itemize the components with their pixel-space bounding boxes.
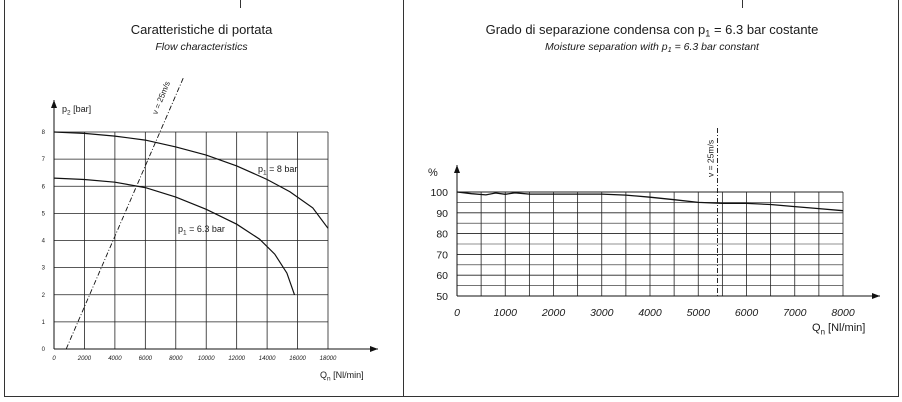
x-tick-label: 8000: [169, 356, 183, 362]
top-tick: [240, 0, 241, 8]
x-tick-label: 16000: [289, 356, 306, 362]
x-tick-label: 2000: [77, 356, 92, 362]
y-axis-label: p2 [bar]: [62, 104, 91, 117]
series-label-p1-6-3bar: p1 = 6.3 bar: [178, 224, 225, 237]
y-axis-label: %: [428, 167, 438, 179]
y-tick-label: 60: [436, 270, 448, 282]
x-tick-label: 0: [52, 356, 56, 362]
y-tick-label: 50: [436, 291, 448, 303]
y-tick-label: 5: [42, 211, 46, 217]
y-axis-arrow: [454, 165, 460, 173]
y-tick-label: 70: [436, 249, 448, 261]
y-tick-label: 80: [436, 229, 448, 241]
x-tick-label: 14000: [259, 356, 276, 362]
x-tick-label: 0: [454, 307, 460, 319]
x-tick-label: 7000: [783, 307, 807, 319]
separation-curve: [456, 191, 844, 212]
x-tick-label: 8000: [831, 307, 855, 319]
top-tick: [742, 0, 743, 8]
x-tick-label: 12000: [228, 356, 245, 362]
x-tick-label: 4000: [638, 307, 662, 319]
y-tick-label: 6: [42, 184, 46, 190]
x-tick-label: 2000: [541, 307, 566, 319]
y-tick-label: 3: [42, 266, 46, 272]
x-tick-label: 10000: [198, 356, 215, 362]
right-chart-subtitle: Moisture separation with p1 = 6.3 bar co…: [545, 41, 759, 54]
left-chart-title: Caratteristiche di portata: [130, 22, 273, 37]
figure-frame: [4, 0, 899, 397]
x-tick-label: 3000: [590, 307, 614, 319]
x-tick-label: 5000: [687, 307, 711, 319]
x-axis-arrow: [370, 346, 378, 352]
right-chart-title: Grado di separazione condensa con p1 = 6…: [485, 22, 819, 39]
y-axis-arrow: [51, 100, 57, 108]
panel-divider: [403, 0, 404, 397]
y-tick-label: 0: [42, 347, 46, 353]
y-tick-label: 90: [436, 208, 448, 220]
y-tick-label: 2: [42, 293, 46, 299]
velocity-reference-line: [65, 77, 184, 350]
y-tick-label: 4: [42, 239, 46, 245]
y-tick-label: 100: [430, 187, 448, 199]
velocity-reference-label: v = 25m/s: [706, 140, 716, 177]
left-chart-subtitle: Flow characteristics: [155, 41, 248, 53]
y-tick-label: 7: [42, 157, 46, 163]
series-line-1: [53, 177, 296, 295]
y-tick-label: 1: [42, 320, 46, 326]
x-tick-label: 6000: [735, 307, 759, 319]
x-tick-label: 18000: [320, 356, 337, 362]
series-line-0: [53, 131, 329, 229]
x-tick-label: 4000: [108, 356, 122, 362]
x-axis-label: Qn [Nl/min]: [812, 322, 865, 336]
y-tick-label: 8: [42, 130, 46, 136]
x-axis-label: Qn [Nl/min]: [320, 370, 364, 383]
x-axis-arrow: [872, 293, 880, 299]
x-tick-label: 6000: [139, 356, 153, 362]
x-tick-label: 1000: [494, 307, 518, 319]
series-label-p1-8bar: p1 = 8 bar: [258, 164, 297, 177]
